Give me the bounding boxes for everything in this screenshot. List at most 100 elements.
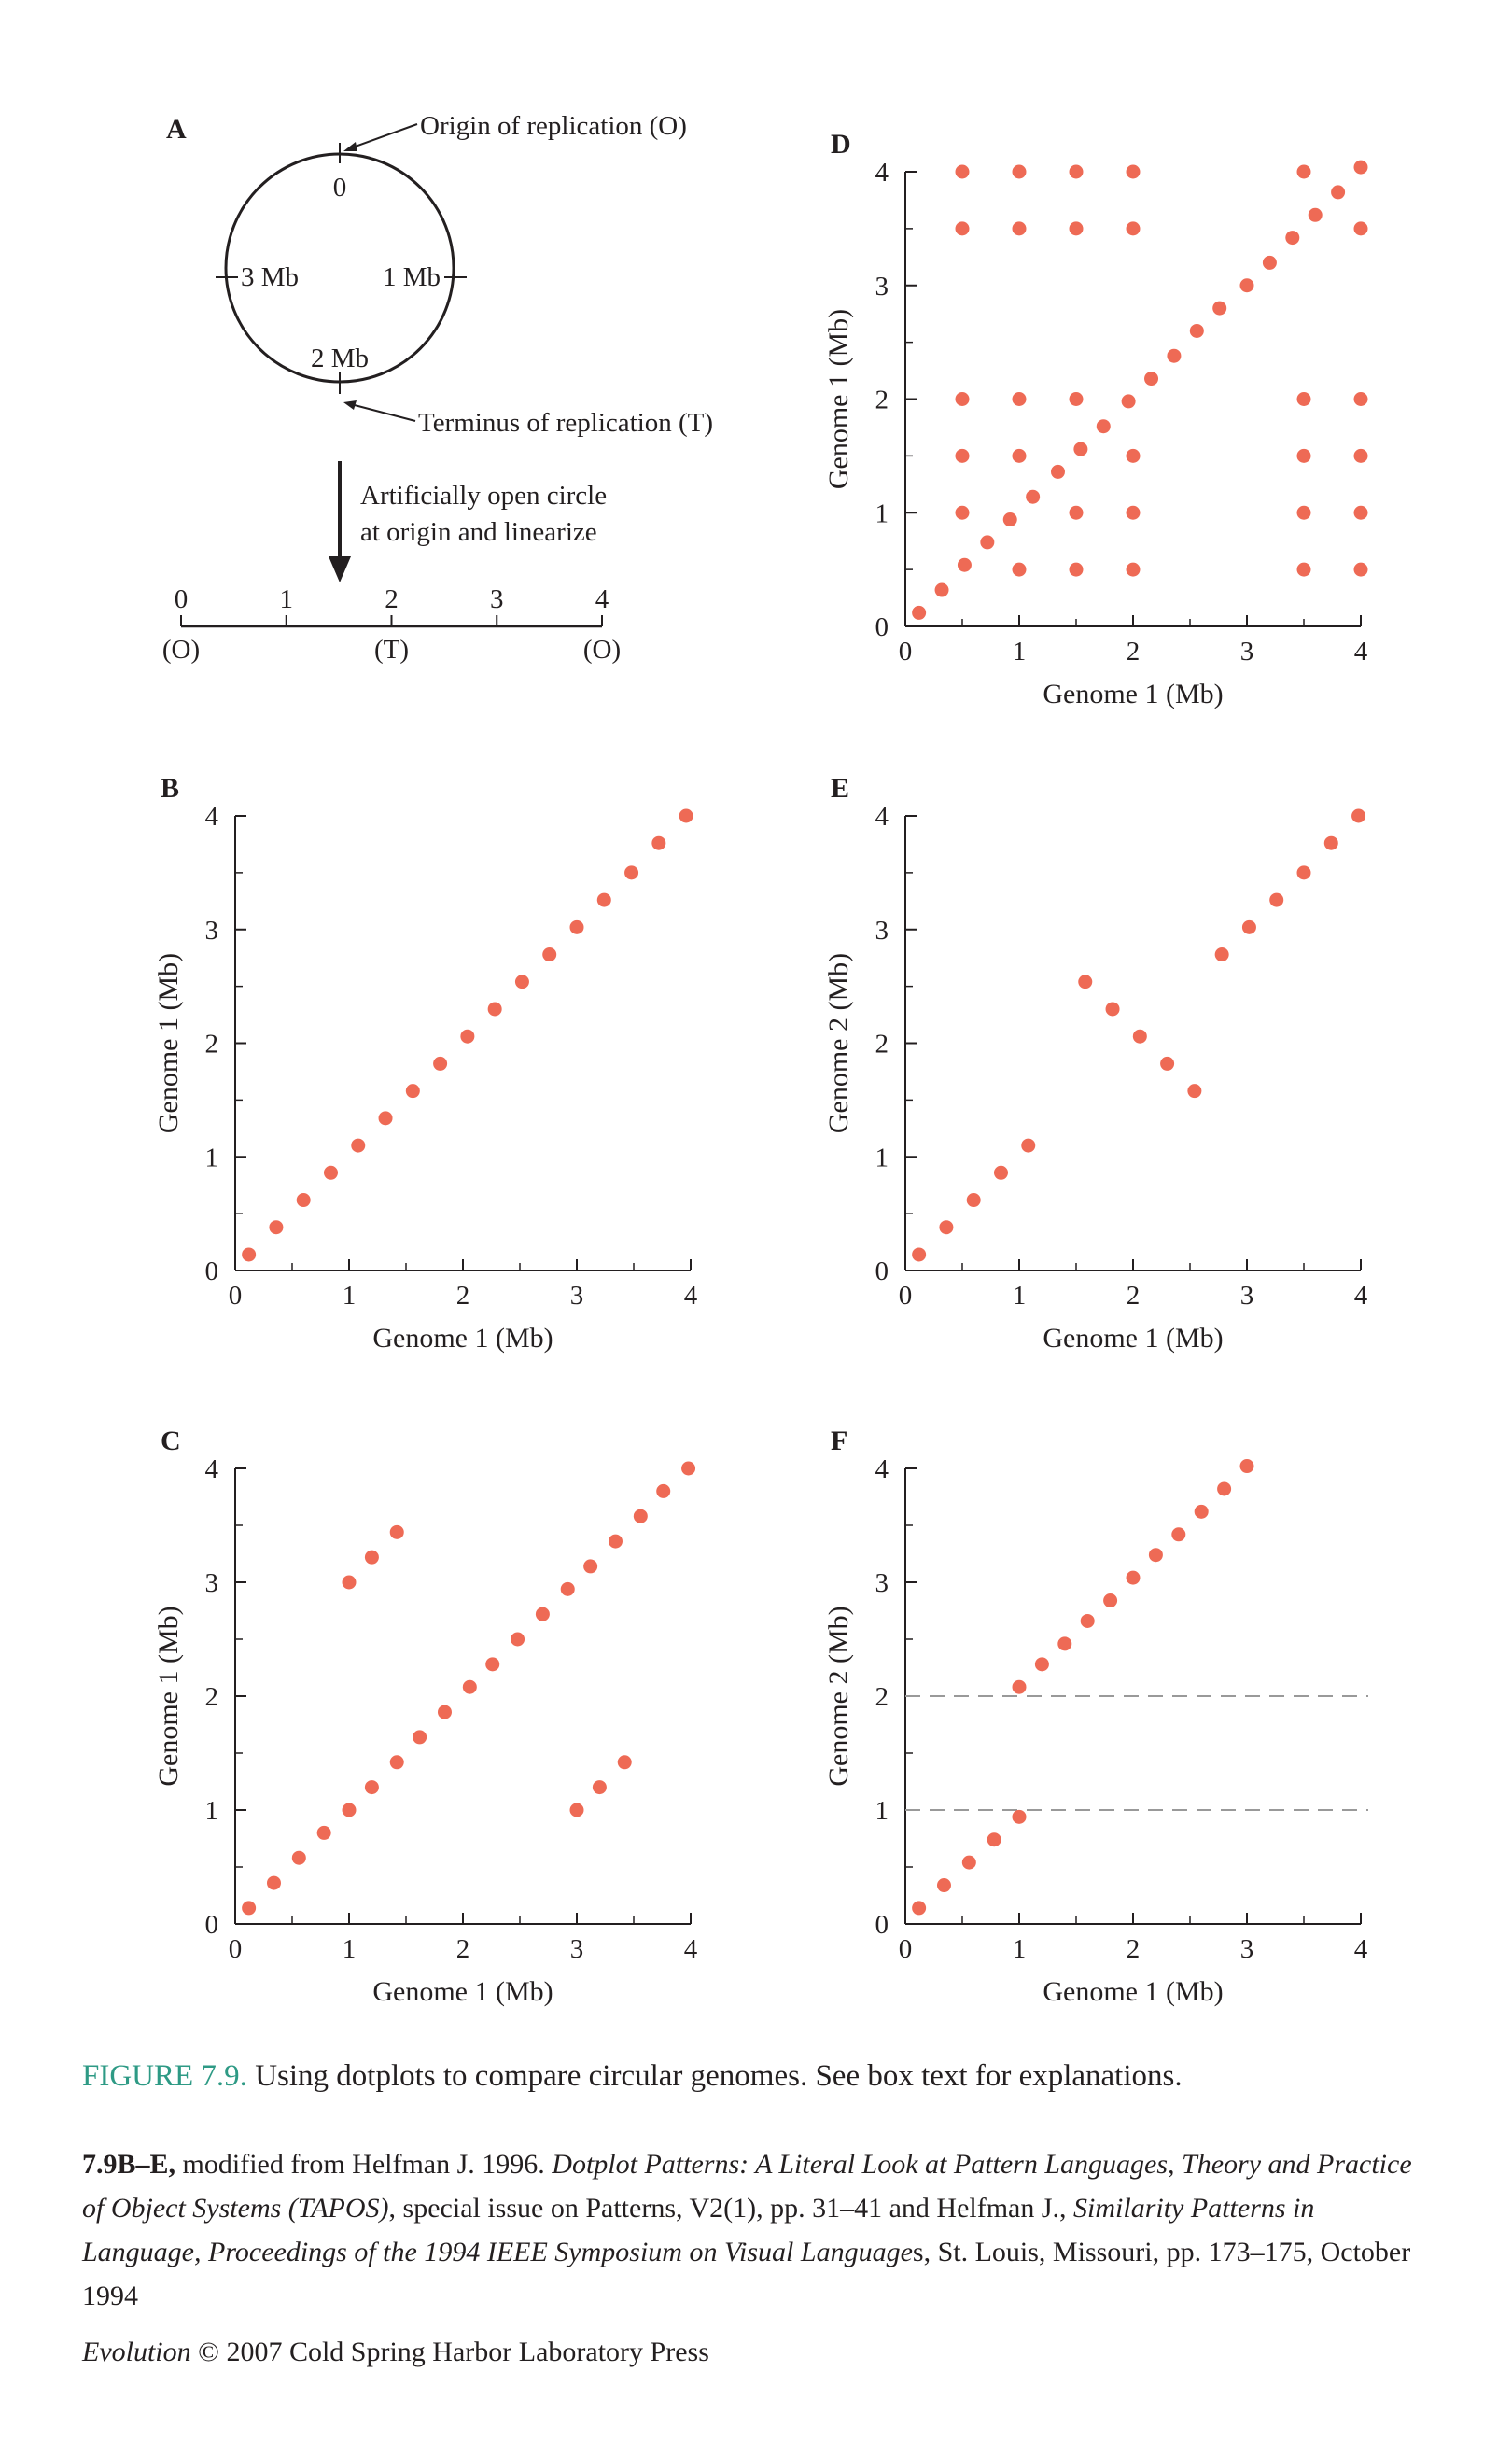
data-point [1195, 1505, 1209, 1519]
data-point [956, 221, 970, 235]
figure-caption: FIGURE 7.9. Using dotplots to compare ci… [82, 2056, 1435, 2097]
x-tick-label: 0 [229, 1281, 243, 1311]
panel-label-a: A [166, 114, 187, 145]
x-tick-label: 4 [1354, 1934, 1368, 1964]
data-point [1324, 836, 1338, 850]
data-point [1013, 392, 1027, 406]
figure: A 0 1 Mb 2 Mb 3 Mb Origin of replication… [0, 0, 1512, 2063]
data-point [962, 1856, 976, 1870]
x-tick-label: 2 [1127, 1934, 1141, 1964]
figure-canvas: A 0 1 Mb 2 Mb 3 Mb Origin of replication… [0, 0, 1512, 2063]
data-point [1070, 392, 1084, 406]
data-point [681, 1462, 695, 1476]
data-point [1013, 1680, 1027, 1694]
data-point [390, 1525, 404, 1539]
data-point [1078, 975, 1092, 989]
data-point [609, 1535, 623, 1549]
data-point [413, 1730, 427, 1744]
data-point [1297, 165, 1311, 179]
x-tick-label: 4 [1354, 637, 1368, 667]
data-point [1122, 394, 1136, 408]
y-tick-label: 2 [205, 1030, 219, 1060]
data-point [1013, 165, 1027, 179]
x-tick-label: 3 [570, 1281, 584, 1311]
y-tick-label: 4 [875, 802, 889, 832]
data-point [1013, 1810, 1027, 1824]
data-point [379, 1111, 393, 1125]
data-point [956, 392, 970, 406]
data-point [1013, 449, 1027, 463]
data-point [1212, 302, 1226, 316]
data-point [1354, 563, 1368, 577]
data-point [1127, 506, 1141, 520]
data-point [1217, 1481, 1231, 1495]
data-point [1026, 490, 1040, 504]
data-point [1097, 419, 1111, 433]
y-tick-label: 0 [875, 1256, 889, 1286]
x-axis-label: Genome 1 (Mb) [372, 1323, 553, 1354]
y-tick-label: 2 [205, 1682, 219, 1712]
copyright-line: Evolution © 2007 Cold Spring Harbor Labo… [82, 2334, 1435, 2371]
data-point [634, 1509, 648, 1523]
linear-marker-label: (T) [374, 635, 409, 665]
data-point [1133, 1030, 1147, 1044]
terminus-callout-label: Terminus of replication (T) [418, 408, 713, 438]
data-point [488, 1002, 502, 1016]
data-point [593, 1780, 607, 1794]
data-point [1354, 506, 1368, 520]
y-tick-label: 1 [205, 1796, 219, 1826]
data-point [1035, 1657, 1049, 1671]
y-tick-label: 0 [875, 1910, 889, 1940]
data-point [1354, 392, 1368, 406]
x-tick-label: 4 [1354, 1281, 1368, 1311]
data-point [679, 809, 693, 823]
x-axis-label: Genome 1 (Mb) [372, 1976, 553, 2007]
data-point [242, 1901, 256, 1915]
data-point [1081, 1614, 1095, 1628]
data-point [618, 1755, 632, 1769]
data-point [937, 1878, 951, 1892]
x-tick-label: 2 [456, 1934, 470, 1964]
x-tick-label: 0 [899, 637, 913, 667]
linearize-text-1: Artificially open circle [360, 481, 607, 511]
data-point [1149, 1548, 1163, 1562]
data-point [1190, 324, 1204, 338]
panel-b: B 0 1 2 3 4 0 1 2 3 4 Genome 1 (Mb) Genome 1 (Mb) [153, 773, 698, 1354]
data-point [536, 1607, 550, 1621]
data-point [1013, 221, 1027, 235]
linearize-arrowhead [329, 556, 351, 582]
data-point [1297, 392, 1311, 406]
credit-part-2: , special issue on Patterns, V2(1), pp. … [389, 2193, 1074, 2224]
data-point [956, 165, 970, 179]
circle-tick-1mb: 1 Mb [383, 262, 441, 292]
x-tick-label: 1 [1013, 1281, 1027, 1311]
x-tick-label: 4 [684, 1934, 698, 1964]
data-point [597, 893, 611, 907]
data-point [1297, 506, 1311, 520]
data-point [242, 1247, 256, 1261]
data-point [1144, 372, 1158, 386]
x-tick-label: 3 [1240, 1934, 1254, 1964]
panel-label: D [831, 129, 851, 160]
y-tick-label: 1 [875, 498, 889, 528]
data-point [1297, 563, 1311, 577]
panel-label: F [831, 1425, 847, 1456]
data-point [583, 1559, 597, 1573]
x-tick-label: 0 [229, 1934, 243, 1964]
credit-part-1: modified from Helfman J. 1996. [175, 2149, 552, 2180]
y-axis-label: Genome 1 (Mb) [153, 1606, 184, 1786]
y-axis-label: Genome 1 (Mb) [823, 309, 854, 489]
data-point [1240, 1459, 1254, 1473]
linear-tick-label: 1 [280, 584, 294, 614]
x-tick-label: 3 [570, 1934, 584, 1964]
data-point [1242, 920, 1256, 934]
data-point [1127, 221, 1141, 235]
linear-tick-label: 2 [385, 584, 399, 614]
linearize-text-2: at origin and linearize [360, 517, 597, 547]
x-tick-label: 2 [1127, 637, 1141, 667]
figure-number: FIGURE 7.9. [82, 2059, 247, 2093]
data-point [1021, 1139, 1035, 1153]
data-point [365, 1780, 379, 1794]
data-point [460, 1030, 474, 1044]
data-point [956, 506, 970, 520]
